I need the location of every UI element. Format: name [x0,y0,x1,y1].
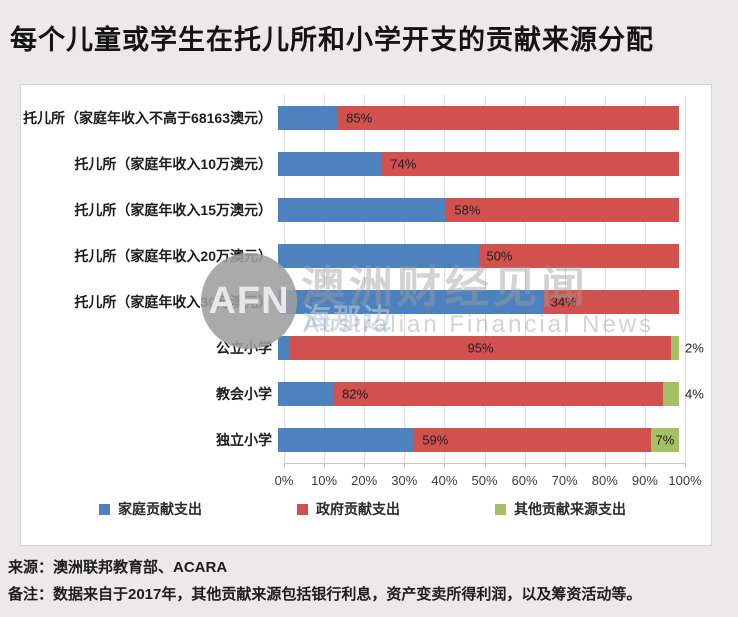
axis-tick [284,463,285,468]
legend-swatch-icon [99,503,110,515]
bar-row: 公立小学 95% 2% [21,325,711,371]
bar-row: 托儿所（家庭年收入10万澳元） 74% [21,141,711,187]
x-tick-label: 100% [668,473,702,488]
data-label: 58% [454,202,481,218]
bar-segment-family [278,244,479,268]
bar-row: 托儿所（家庭年收入20万澳元） 50% [21,233,711,279]
x-axis-labels: 0% 10% 20% 30% 40% 50% 60% 70% 80% 90% 100% [275,473,702,491]
bar-track: 50% [278,244,679,268]
bar-row: 托儿所（家庭年收入不高于68163澳元） 85% [21,95,711,141]
data-label: 95% [467,340,494,356]
category-label: 独立小学 [216,432,272,448]
axis-tick [364,463,366,468]
bar-track: 58% [278,198,679,222]
x-tick-label: 40% [431,473,458,488]
legend-swatch-icon [495,503,506,515]
x-tick-label: 30% [391,473,418,488]
bar-segment-family [278,106,339,130]
category-label: 托儿所（家庭年收入10万澳元） [74,156,272,172]
category-label: 教会小学 [216,386,272,402]
legend-label: 政府贡献支出 [316,501,400,517]
bar-segment-family [278,152,383,176]
axis-tick [685,463,686,468]
category-label: 托儿所（家庭年收入30万澳元） [74,294,272,310]
bar-row: 独立小学 59% 7% [21,417,711,463]
data-label: 7% [655,432,675,448]
x-tick-label: 0% [274,473,294,488]
x-tick-label: 10% [311,473,338,488]
data-label: 59% [422,432,449,448]
chart-legend: 家庭贡献支出 政府贡献支出 其他贡献来源支出 [99,499,626,519]
bar-track: 85% [278,106,679,130]
legend-item: 其他贡献来源支出 [495,499,626,519]
bar-segment-other [670,336,679,360]
note-line: 备注：数据来自于2017年，其他贡献来源包括银行利息，资产变卖所得利润，以及筹资… [8,586,642,603]
bar-segment-other [650,428,679,452]
bar-track: 34% [278,290,679,314]
x-tick-label: 80% [591,473,618,488]
bar-segment-government [382,152,679,176]
category-label: 托儿所（家庭年收入20万澳元） [74,248,272,264]
axis-tick [484,463,486,468]
data-label: 50% [486,248,513,264]
bar-segment-family [278,290,543,314]
chart-panel: 托儿所（家庭年收入不高于68163澳元） 85% 托儿所（家庭年收入10万澳元） 74… [20,84,712,546]
axis-tick [444,463,446,468]
x-tick-label: 20% [351,473,378,488]
source-line: 来源：澳洲联邦教育部、ACARA [8,559,228,576]
bar-segment-government [338,106,679,130]
data-label: 74% [390,156,417,172]
axis-tick [564,463,566,468]
bar-track: 74% [278,152,679,176]
x-tick-label: 60% [511,473,538,488]
chart-rows: 托儿所（家庭年收入不高于68163澳元） 85% 托儿所（家庭年收入10万澳元） 74… [21,95,711,463]
bar-row: 托儿所（家庭年收入15万澳元） 58% [21,187,711,233]
x-tick-label: 70% [551,473,578,488]
bar-segment-family [278,198,447,222]
bar-segment-family [278,336,291,360]
bar-track: 59% 7% [278,428,679,452]
legend-label: 家庭贡献支出 [118,501,202,517]
data-label: 85% [346,110,373,126]
bar-segment-government [414,428,651,452]
bar-segment-government [446,198,679,222]
legend-item: 家庭贡献支出 [99,499,202,519]
axis-tick [644,463,646,468]
bar-segment-family [278,428,415,452]
bar-track: 95% 2% [278,336,704,360]
axis-tick [404,463,406,468]
axis-tick [324,463,326,468]
data-label: 2% [685,340,704,356]
bar-segment-government [290,336,671,360]
bar-segment-government [542,290,679,314]
legend-swatch-icon [297,503,308,515]
data-label: 4% [685,386,704,402]
page-title: 每个儿童或学生在托儿所和小学开支的贡献来源分配 [10,25,654,55]
category-label: 托儿所（家庭年收入不高于68163澳元） [23,110,272,126]
bar-row: 教会小学 82% 4% [21,371,711,417]
category-label: 公立小学 [216,340,272,356]
x-tick-label: 50% [471,473,498,488]
data-label: 34% [550,294,577,310]
legend-label: 其他贡献来源支出 [514,501,626,517]
bar-chart: 托儿所（家庭年收入不高于68163澳元） 85% 托儿所（家庭年收入10万澳元） 74… [21,95,711,463]
bar-track: 82% 4% [278,382,704,406]
x-tick-label: 90% [631,473,658,488]
bar-segment-other [662,382,679,406]
bar-segment-government [334,382,663,406]
category-label: 托儿所（家庭年收入15万澳元） [74,202,272,218]
axis-tick [604,463,606,468]
axis-tick [524,463,526,468]
legend-item: 政府贡献支出 [297,499,400,519]
data-label: 82% [342,386,369,402]
bar-segment-family [278,382,335,406]
bar-row: 托儿所（家庭年收入30万澳元） 34% [21,279,711,325]
bar-segment-government [478,244,679,268]
